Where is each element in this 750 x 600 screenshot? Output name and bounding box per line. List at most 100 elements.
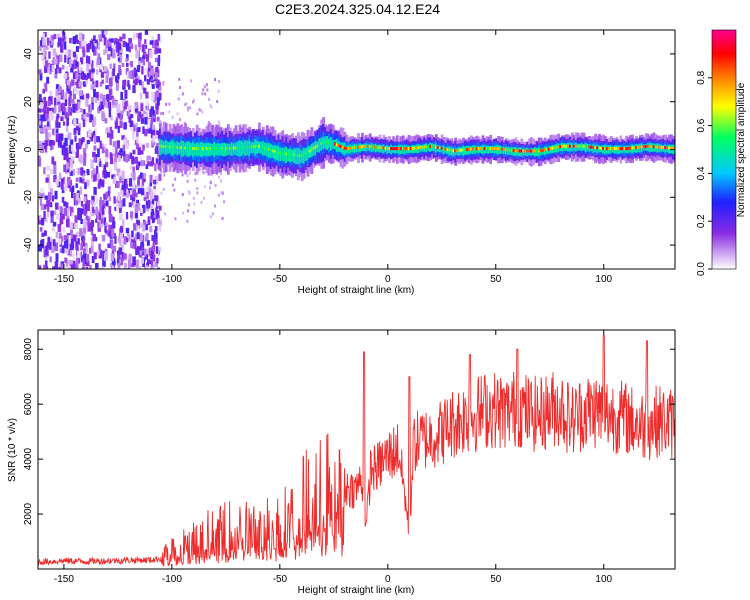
noise-cell [120, 110, 124, 115]
noise-cell [196, 191, 199, 195]
noise-cell [132, 130, 135, 140]
noise-cell [135, 184, 139, 189]
ridge-core [633, 146, 636, 150]
noise-cell [42, 60, 46, 67]
noise-cell [97, 148, 100, 158]
ridge-core [671, 146, 675, 150]
noise-cell [143, 87, 147, 94]
noise-cell [100, 101, 104, 110]
noise-cell [84, 182, 87, 190]
noise-cell [77, 258, 81, 264]
noise-cell [134, 44, 138, 51]
noise-cell [83, 248, 86, 254]
noise-cell [75, 193, 80, 201]
noise-cell [209, 180, 212, 184]
noise-cell [70, 63, 74, 68]
noise-cell [106, 93, 110, 102]
noise-cell [43, 167, 46, 175]
snr-series-line [38, 335, 675, 567]
ridge-core [407, 147, 410, 151]
ridge-core [419, 146, 422, 150]
noise-cell [145, 186, 149, 193]
noise-cell [69, 206, 74, 213]
ridge-core [508, 148, 511, 152]
noise-cell [71, 252, 75, 259]
noise-cell [68, 59, 72, 67]
noise-cell [142, 225, 146, 232]
y-tick-label: 8000 [23, 338, 34, 361]
noise-cell [47, 42, 51, 50]
noise-cell [61, 178, 65, 183]
noise-cell [116, 258, 120, 265]
ridge-core [609, 147, 612, 151]
noise-cell [51, 143, 54, 150]
ridge-core [224, 147, 228, 151]
noise-cell [150, 260, 154, 266]
noise-cell [181, 92, 184, 96]
ridge-core [631, 146, 634, 150]
noise-cell [141, 44, 145, 53]
noise-cell [54, 242, 59, 252]
noise-cell [99, 161, 102, 167]
ridge-core [450, 149, 453, 153]
noise-cell [93, 135, 97, 144]
noise-cell [124, 186, 128, 194]
noise-cell [121, 219, 125, 227]
noise-cell [46, 37, 50, 46]
noise-cell [105, 148, 108, 157]
noise-cell [137, 176, 140, 185]
noise-cell [205, 83, 208, 87]
ridge-core [308, 149, 311, 153]
noise-cell [129, 120, 133, 127]
noise-cell [142, 59, 146, 66]
ridge-core [258, 144, 261, 148]
noise-cell [160, 112, 163, 116]
ridge-core [442, 147, 445, 151]
ridge-core [349, 146, 352, 150]
ridge-core [495, 147, 498, 151]
noise-cell [137, 161, 141, 166]
noise-cell [75, 125, 79, 131]
ridge-core [625, 147, 628, 151]
noise-cell [46, 242, 50, 249]
noise-cell [86, 63, 90, 72]
noise-cell [88, 69, 92, 79]
noise-cell [83, 227, 87, 234]
ridge-core [372, 145, 375, 149]
noise-cell [45, 131, 49, 140]
noise-cell [47, 123, 51, 131]
noise-cell [151, 141, 156, 146]
noise-cell [148, 247, 152, 256]
noise-cell [109, 63, 112, 69]
noise-cell [130, 193, 133, 201]
noise-cell [81, 238, 85, 247]
noise-cell [62, 94, 66, 103]
figure-title: C2E3.2024.325.04.12.E24 [274, 1, 441, 17]
noise-cell [68, 206, 72, 211]
noise-cell [139, 142, 143, 149]
noise-cell [150, 191, 154, 200]
noise-cell [114, 120, 118, 129]
ridge-core [473, 147, 476, 151]
x-tick-label: -50 [273, 274, 288, 285]
ridge-core [382, 146, 385, 150]
ridge-core [236, 146, 239, 150]
noise-cell [154, 163, 157, 172]
noise-cell [55, 120, 59, 128]
noise-cell [132, 171, 136, 181]
noise-cell [64, 257, 68, 264]
noise-cell [70, 155, 75, 161]
noise-cell [144, 128, 148, 137]
noise-cell [74, 135, 77, 142]
noise-cell [141, 207, 145, 214]
noise-cell [58, 37, 62, 46]
noise-cell [95, 218, 98, 223]
noise-cell [137, 225, 140, 234]
noise-cell [75, 118, 79, 124]
noise-cell [192, 100, 195, 104]
noise-cell [60, 44, 63, 53]
noise-cell [192, 196, 195, 200]
noise-cell [153, 92, 157, 100]
ridge-core [467, 147, 471, 151]
noise-cell [146, 206, 150, 212]
